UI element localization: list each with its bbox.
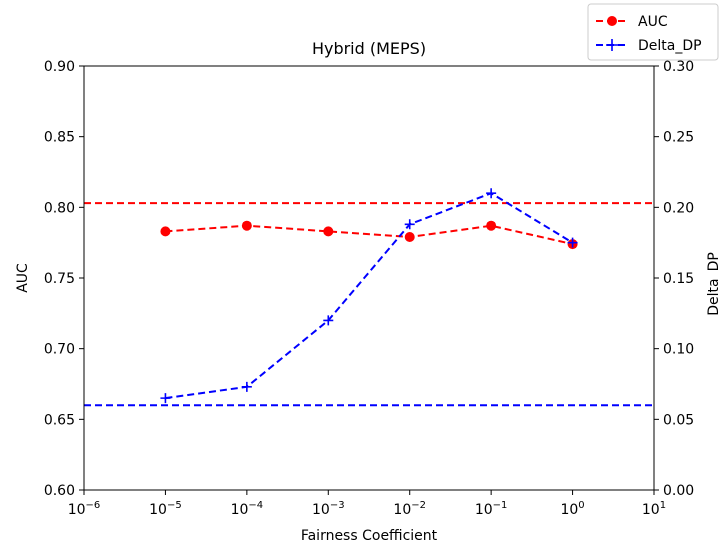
y-right-tick-label: 0.05 [663, 412, 694, 428]
x-tick-label: 101 [642, 500, 666, 518]
delta-dp-series-line [165, 192, 574, 400]
auc-point [404, 232, 415, 243]
legend-delta-dp-label: Delta_DP [638, 38, 702, 54]
legend-auc-marker [607, 16, 617, 26]
y-left-tick-label: 0.65 [44, 412, 75, 428]
auc-point [241, 220, 252, 231]
x-tick-label: 10−4 [231, 500, 264, 518]
series-markers [160, 188, 578, 404]
legend-auc-label: AUC [638, 14, 668, 30]
x-tick-label: 10−1 [475, 500, 508, 518]
y-left-tick-label: 0.75 [44, 271, 75, 287]
y-left-axis-label: AUC [15, 263, 31, 293]
baseline-lines [84, 202, 654, 407]
x-tick-label: 10−5 [149, 500, 182, 518]
series-lines [165, 192, 574, 400]
y-right-tick-label: 0.00 [663, 483, 694, 499]
y-right-tick-label: 0.20 [663, 200, 694, 216]
chart-title: Hybrid (MEPS) [312, 39, 426, 58]
x-axis-ticks: 10−6 10−5 10−4 10−3 10−2 10−1 100 101 [68, 490, 666, 518]
plot-area [84, 66, 654, 490]
auc-point [323, 226, 334, 237]
y-right-axis-label: Delta_DP [706, 252, 720, 316]
y-left-tick-label: 0.80 [44, 200, 75, 216]
auc-point [486, 220, 497, 231]
delta-dp-point [241, 381, 252, 392]
delta-dp-point [486, 188, 497, 199]
delta-dp-point [567, 237, 578, 248]
y-right-tick-label: 0.25 [663, 130, 694, 146]
delta-dp-point [323, 315, 334, 326]
x-tick-label: 100 [560, 500, 584, 518]
delta-dp-point [404, 219, 415, 230]
x-axis-label: Fairness Coefficient [301, 528, 438, 544]
y-right-axis-ticks: 0.00 0.05 0.10 0.15 0.20 0.25 0.30 [654, 59, 694, 499]
delta-dp-point [160, 393, 171, 404]
x-tick-label: 10−6 [68, 500, 101, 518]
x-tick-label: 10−3 [312, 500, 345, 518]
y-right-tick-label: 0.10 [663, 342, 694, 358]
y-left-tick-label: 0.85 [44, 130, 75, 146]
y-left-tick-label: 0.60 [44, 483, 75, 499]
legend-delta-dp-marker [606, 39, 618, 51]
y-left-tick-label: 0.70 [44, 342, 75, 358]
x-tick-label: 10−2 [393, 500, 426, 518]
auc-series-line [165, 224, 573, 246]
y-left-tick-label: 0.90 [44, 59, 75, 75]
y-right-tick-label: 0.15 [663, 271, 694, 287]
y-right-tick-label: 0.30 [663, 59, 694, 75]
legend: AUC Delta_DP [587, 3, 719, 61]
y-left-axis-ticks: 0.60 0.65 0.70 0.75 0.80 0.85 0.90 [44, 59, 84, 499]
auc-point [160, 226, 171, 237]
